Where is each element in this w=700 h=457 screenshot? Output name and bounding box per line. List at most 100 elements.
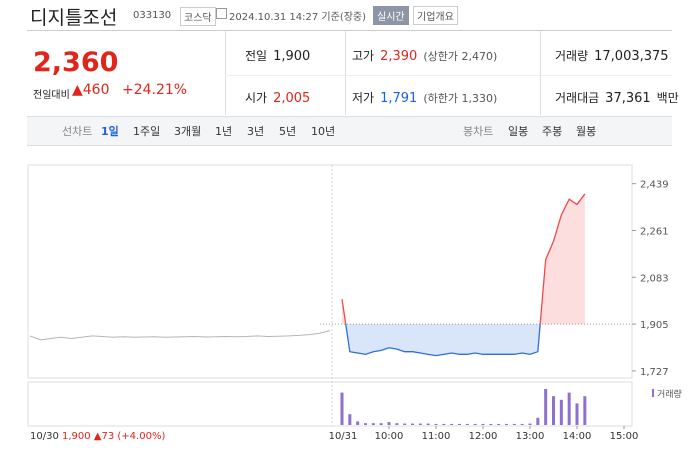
x-tick-label: 14:00 — [563, 431, 592, 442]
line-chart-label: 선차트 — [62, 125, 93, 138]
volume-legend: 거래량 — [657, 388, 682, 400]
stock-code: 033130 — [133, 10, 172, 21]
stock-name: 디지틀조선 — [30, 7, 118, 29]
price-line-down — [345, 324, 541, 357]
divider — [225, 75, 672, 76]
stat-cell: 거래대금 37,361 백만 — [555, 89, 679, 106]
change-rate: +24.21% — [122, 82, 188, 98]
x-date-label: 10/30 — [30, 431, 59, 442]
x-date-label: 10/31 — [329, 431, 358, 442]
volume-bar — [481, 423, 485, 425]
stat-cell: 전일 1,900 — [245, 47, 310, 64]
stat-cell: 거래량 17,003,375 — [555, 47, 669, 64]
calendar-icon — [216, 8, 227, 19]
volume-bar — [442, 423, 446, 425]
stat-cell: 시가 2,005 — [245, 89, 310, 106]
area-down — [342, 324, 585, 356]
volume-bar — [364, 423, 367, 425]
period-tab[interactable]: 3개월 — [174, 125, 202, 138]
period-tab[interactable]: 1주일 — [133, 125, 161, 138]
volume-bar — [426, 423, 430, 425]
volume-bar — [434, 423, 438, 425]
company-info-button[interactable]: 기업개요 — [413, 6, 458, 25]
plot-frame — [27, 164, 633, 379]
stat-label: 거래량 — [555, 49, 589, 63]
market-badge: 코스닥 — [180, 7, 216, 26]
stat-cell: 고가 2,390 (상한가 2,470) — [352, 47, 497, 64]
period-tab[interactable]: 5년 — [279, 125, 297, 138]
stat-note: (하한가 1,330) — [423, 92, 498, 105]
y-tick-label: 2,261 — [640, 226, 669, 237]
prev-summary: 1,900 ▲73 (+4.00%) — [62, 431, 165, 442]
x-tick-label: 15:00 — [610, 431, 639, 442]
volume-bar — [567, 392, 571, 425]
realtime-button[interactable]: 실시간 — [373, 6, 409, 25]
volume-bar — [403, 423, 407, 425]
volume-bar — [559, 399, 563, 425]
divider — [540, 31, 541, 115]
stat-label: 거래대금 — [555, 91, 600, 105]
stat-value: 2,390 — [380, 49, 418, 64]
stat-value: 17,003,375 — [594, 49, 669, 64]
volume-bar — [379, 423, 383, 425]
volume-bar — [450, 423, 454, 425]
period-tab[interactable]: 1년 — [215, 125, 233, 138]
area-up — [342, 193, 585, 325]
period-tab[interactable]: 1일 — [101, 125, 119, 138]
stat-label: 전일 — [245, 49, 268, 63]
x-tick-label: 11:00 — [422, 431, 451, 442]
stat-label: 고가 — [352, 49, 375, 63]
candle-tab[interactable]: 주봉 — [542, 125, 563, 138]
x-tick-label: 13:00 — [516, 431, 545, 442]
volume-bar — [575, 403, 579, 425]
y-tick-label: 2,439 — [640, 180, 669, 191]
volume-bar — [583, 396, 587, 425]
price-line-up — [341, 193, 586, 325]
stat-value: 1,791 — [380, 91, 418, 106]
price: 2,360 — [33, 47, 119, 78]
volume-bar — [473, 423, 477, 425]
candle-tab[interactable]: 월봉 — [576, 125, 597, 138]
volume-bar — [395, 423, 399, 425]
period-tab[interactable]: 10년 — [311, 125, 336, 138]
volume-bar — [528, 423, 532, 425]
volume-bar — [387, 422, 391, 425]
stat-note: (상한가 2,470) — [423, 50, 498, 63]
volume-bar — [418, 423, 422, 425]
stat-value: 1,900 — [273, 49, 311, 64]
volume-bar — [505, 423, 508, 425]
volume-bar — [371, 423, 375, 425]
volume-bar — [536, 417, 540, 425]
stat-label: 저가 — [352, 91, 375, 105]
stat-unit: 백만 — [656, 91, 679, 105]
volume-bar — [544, 389, 548, 425]
stat-value: 2,005 — [273, 91, 311, 106]
volume-bar — [356, 421, 360, 425]
stat-value: 37,361 — [605, 91, 651, 106]
volume-frame — [27, 381, 633, 427]
volume-bar — [520, 423, 524, 425]
volume-legend-swatch — [652, 389, 654, 397]
period-tab[interactable]: 3년 — [247, 125, 265, 138]
stat-label: 시가 — [245, 91, 268, 105]
volume-bar — [497, 423, 501, 425]
divider — [345, 31, 346, 115]
y-tick-label: 1,727 — [640, 367, 669, 378]
change-label: 전일대비 — [33, 90, 70, 101]
chart: 2,439 2,261 2,083 1,905 1,727 거래량 10/30 1,900 ▲… — [27, 164, 682, 442]
volume-bar — [512, 423, 516, 425]
volume-bar — [411, 423, 414, 425]
change: ▲460 — [72, 82, 110, 98]
candle-chart-label: 봉차트 — [463, 125, 494, 138]
y-tick-label: 1,905 — [640, 320, 669, 331]
candle-tab[interactable]: 일봉 — [508, 125, 529, 138]
volume-bar — [552, 396, 555, 425]
timestamp: 2024.10.31 14:27 기준(장중) — [229, 12, 367, 23]
prev-day-line — [29, 330, 331, 341]
x-tick-label: 10:00 — [375, 431, 404, 442]
divider — [225, 31, 226, 115]
stat-cell: 저가 1,791 (하한가 1,330) — [352, 89, 497, 106]
volume-bar — [465, 423, 469, 425]
volume-bar — [489, 423, 493, 425]
